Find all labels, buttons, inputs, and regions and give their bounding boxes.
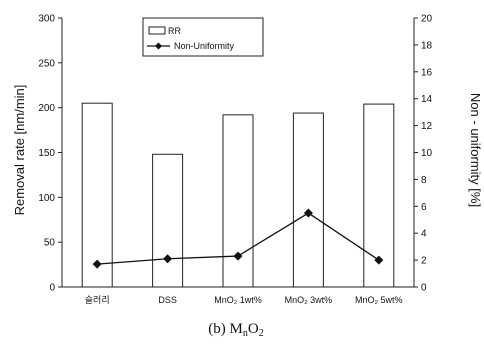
legend-label-nu: Non-Uniformity [174, 41, 235, 51]
x-tick-label: MnO₂ 5wt% [355, 295, 403, 305]
y2-tick-label: 8 [421, 175, 427, 186]
bar-rr [292, 112, 324, 288]
y2-tick-label: 12 [421, 121, 433, 132]
marker-non-uniformity [374, 255, 384, 265]
y2-tick-label: 4 [421, 229, 427, 240]
marker-non-uniformity [92, 259, 102, 269]
y2-tick-label: 10 [421, 148, 433, 159]
y-axis-title: Removal rate [nm/min] [12, 85, 27, 216]
caption-sub1: n [243, 328, 248, 339]
x-tick-label: MnO₂ 3wt% [285, 295, 333, 305]
y-tick-label: 100 [38, 193, 55, 204]
legend-label-rr: RR [168, 26, 181, 36]
bar-rr [152, 153, 184, 288]
y2-tick-label: 6 [421, 202, 427, 213]
y-tick-label: 300 [38, 14, 55, 25]
legend-marker-nu [155, 42, 162, 50]
y2-tick-label: 0 [421, 283, 427, 294]
y2-axis-title: Non - uniformity [%] [468, 93, 483, 207]
legend: RR Non-Uniformity [142, 17, 264, 57]
marker-non-uniformity [303, 208, 313, 218]
y2-tick-label: 16 [421, 67, 433, 78]
y2-tick-label: 2 [421, 256, 427, 267]
bar-rr [222, 114, 254, 288]
y-tick-label: 50 [44, 238, 56, 249]
y-tick-label: 150 [38, 148, 55, 159]
caption-prefix: (b) M [208, 321, 243, 337]
figure-caption: (b) MnO2 [208, 321, 263, 339]
marker-non-uniformity [163, 254, 173, 264]
x-tick-label: 슬러리 [85, 295, 110, 305]
plot-area: 0 50 100 150 200 250 300 0 2 4 6 8 10 12 14 16 18 20 슬러리 DS… [38, 14, 432, 306]
legend-box [142, 17, 264, 57]
marker-non-uniformity [233, 251, 243, 261]
legend-swatch-rr [148, 26, 166, 35]
x-tick-label: DSS [158, 295, 177, 305]
x-tick-label: MnO₂ 1wt% [214, 295, 262, 305]
y2-tick-label: 18 [421, 40, 433, 51]
caption-sub2: 2 [259, 328, 264, 339]
caption-mid: O [248, 321, 259, 337]
y-tick-label: 0 [49, 283, 55, 294]
y2-tick-label: 14 [421, 94, 433, 105]
y-tick-label: 200 [38, 103, 55, 114]
y-tick-label: 250 [38, 58, 55, 69]
y2-tick-label: 20 [421, 14, 433, 25]
bar-rr [81, 102, 113, 288]
